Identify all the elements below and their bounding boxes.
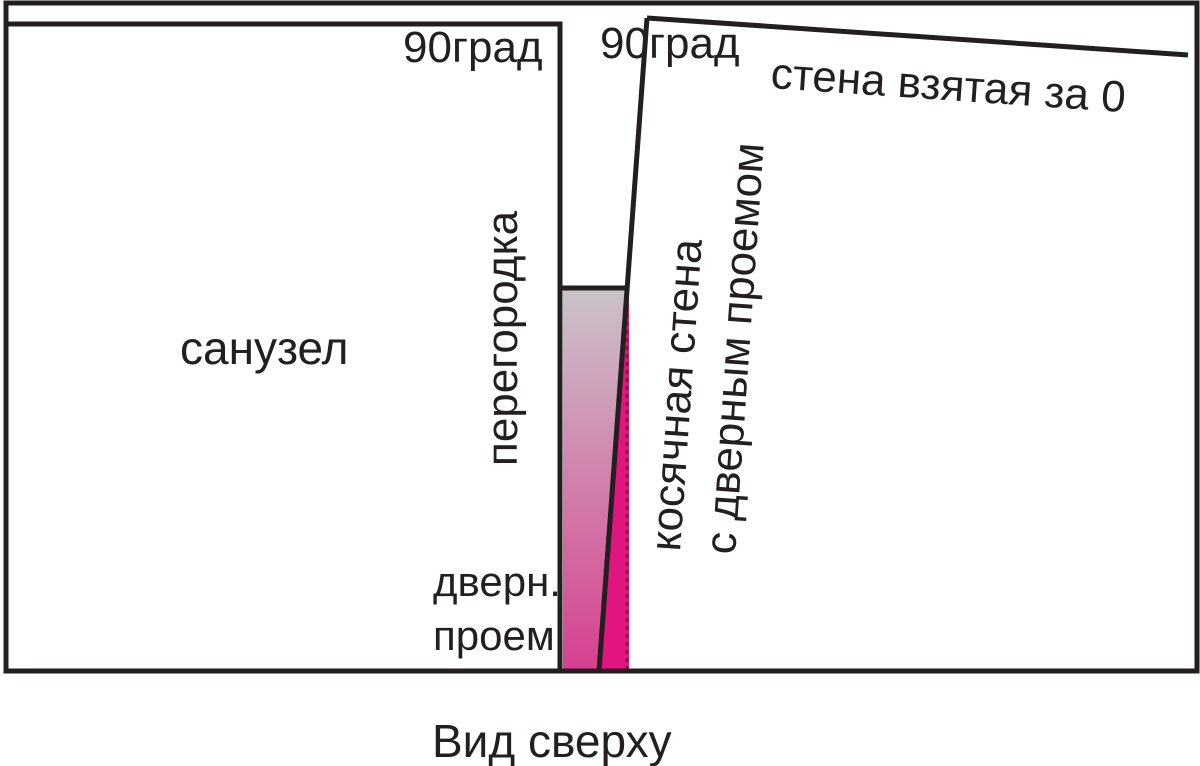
bathroom-label: санузел	[180, 322, 348, 374]
angle-left-label: 90град	[403, 23, 543, 72]
angle-right-label: 90град	[600, 19, 740, 68]
skewed-wall-line	[596, 17, 650, 672]
door-opening-label-line2: проем	[433, 612, 555, 659]
bathroom-outline	[3, 21, 563, 671]
door-gap-fill	[563, 288, 626, 671]
door-opening-label-line1: дверн.	[433, 558, 561, 605]
caption: Вид сверху	[432, 715, 672, 766]
reference-wall-label: стена взятая за 0	[769, 49, 1127, 122]
reference-wall-line	[646, 15, 1189, 58]
skewed-wall-label-line2: с дверным проемом	[696, 141, 774, 556]
partition-label: перегородка	[478, 210, 527, 466]
